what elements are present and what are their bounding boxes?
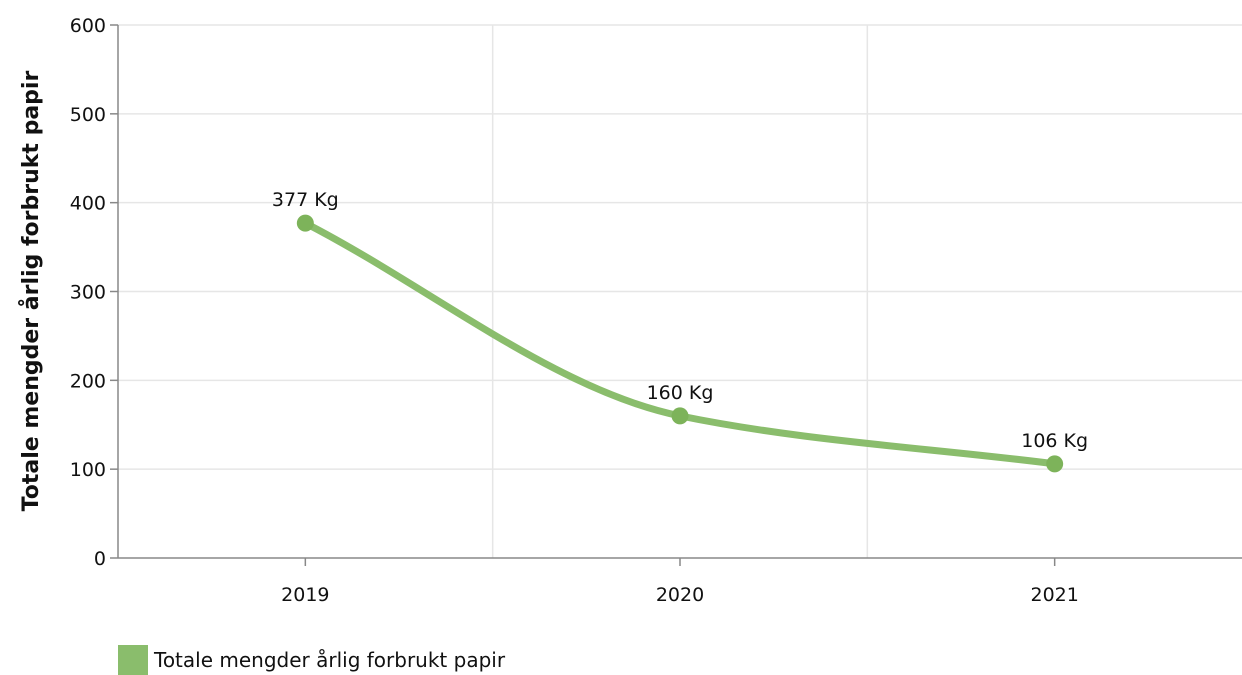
- axes: 0 100 200 300 400 500 600 2019 2020 2021: [70, 15, 1242, 606]
- legend-swatch: [118, 645, 148, 675]
- x-tick-label: 2020: [656, 584, 704, 606]
- data-labels: 377 Kg 160 Kg 106 Kg: [272, 189, 1088, 452]
- y-tick-label: 200: [70, 370, 106, 392]
- line-chart: 0 100 200 300 400 500 600 2019 2020 2021 Totale m…: [18, 15, 1242, 606]
- y-tick-label: 300: [70, 282, 106, 304]
- y-tick-label: 100: [70, 459, 106, 481]
- legend: Totale mengder årlig forbrukt papir: [118, 645, 505, 675]
- series-line: [301, 219, 1059, 468]
- data-label: 377 Kg: [272, 189, 339, 211]
- y-axis-title: Totale mengder årlig forbrukt papir: [18, 71, 44, 512]
- y-tick-label: 400: [70, 193, 106, 215]
- data-point: [1046, 455, 1064, 473]
- data-point: [296, 214, 314, 232]
- data-label: 160 Kg: [647, 382, 714, 404]
- y-tick-label: 600: [70, 15, 106, 37]
- y-tick-label: 500: [70, 104, 106, 126]
- x-tick-label: 2019: [281, 584, 329, 606]
- series: [296, 214, 1064, 473]
- grid: [118, 24, 1242, 558]
- data-point: [671, 407, 689, 425]
- y-tick-label: 0: [94, 548, 106, 570]
- x-tick-label: 2021: [1030, 584, 1078, 606]
- legend-label: Totale mengder årlig forbrukt papir: [154, 648, 506, 672]
- data-label: 106 Kg: [1021, 430, 1088, 452]
